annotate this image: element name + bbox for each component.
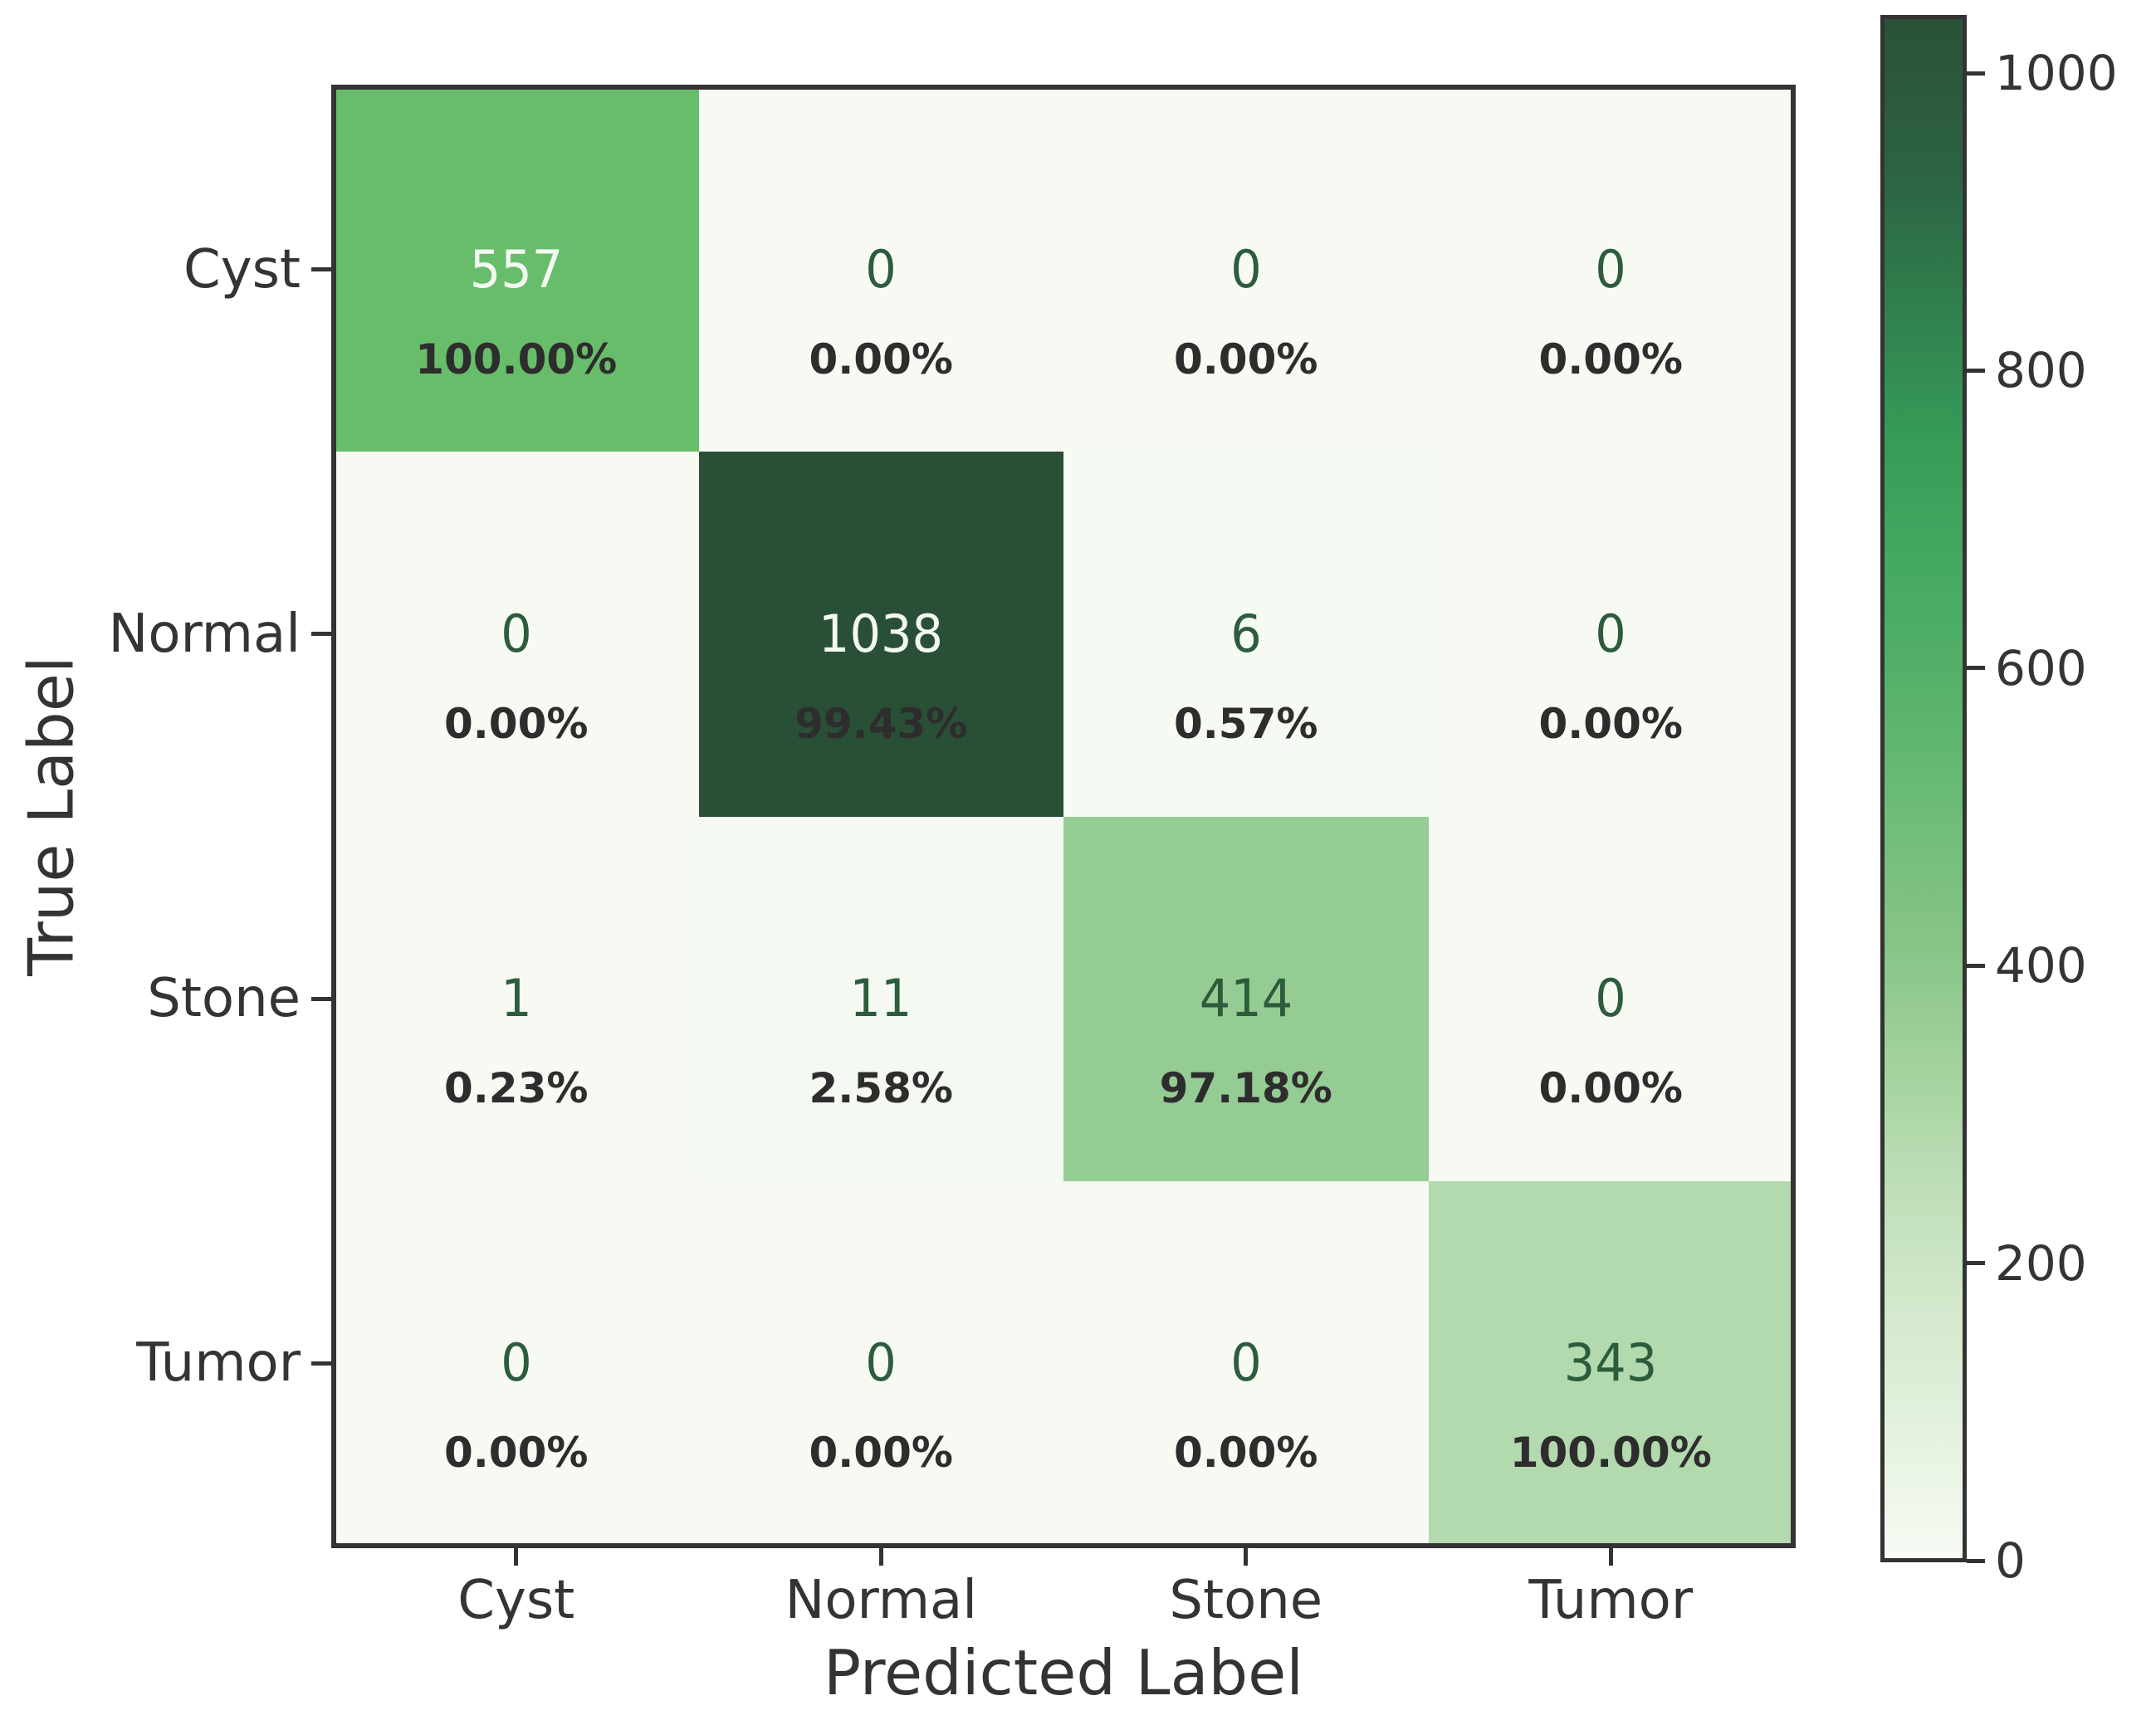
cell-count: 0 xyxy=(865,1332,897,1394)
colorbar-tick-mark xyxy=(1967,71,1985,76)
heatmap-cell: 6 0.57% xyxy=(1063,452,1429,817)
heatmap-cell: 1 0.23% xyxy=(334,816,699,1181)
cell-count: 0 xyxy=(1230,238,1262,300)
heatmap-cell: 0 0.00% xyxy=(1428,452,1793,817)
y-tick-mark xyxy=(311,267,331,272)
cell-percentage: 0.00% xyxy=(1538,1064,1683,1113)
colorbar-tick-mark xyxy=(1967,666,1985,671)
cell-percentage: 0.00% xyxy=(444,1429,589,1478)
x-tick-mark xyxy=(1244,1546,1249,1566)
cell-count: 1038 xyxy=(819,603,944,664)
x-tick-mark xyxy=(878,1546,883,1566)
cell-percentage: 99.43% xyxy=(794,699,968,748)
x-tick-mark xyxy=(1608,1546,1613,1566)
y-tick-label: Normal xyxy=(108,603,301,665)
cell-percentage: 0.57% xyxy=(1174,699,1318,748)
cell-percentage: 2.58% xyxy=(809,1064,953,1113)
cell-count: 0 xyxy=(1230,1332,1262,1394)
heatmap-grid: 557 100.00% 0 0.00% 0 0.00% 0 0.00% 0 0.00% 1038 99… xyxy=(334,87,1793,1546)
cell-count: 343 xyxy=(1564,1332,1658,1394)
colorbar-tick-mark xyxy=(1967,1261,1985,1266)
colorbar-tick-label: 600 xyxy=(1995,639,2087,696)
cell-percentage: 0.00% xyxy=(809,1429,953,1478)
colorbar-tick-mark xyxy=(1967,368,1985,373)
heatmap-cell: 343 100.00% xyxy=(1428,1180,1793,1546)
y-axis-title: True Label xyxy=(14,656,88,976)
colorbar-tick-label: 200 xyxy=(1995,1234,2087,1292)
cell-count: 0 xyxy=(1595,968,1626,1029)
cell-count: 11 xyxy=(849,968,912,1029)
cell-count: 557 xyxy=(469,238,563,300)
cell-percentage: 0.23% xyxy=(444,1064,589,1113)
heatmap-cell: 0 0.00% xyxy=(1428,87,1793,452)
x-tick-label: Stone xyxy=(1169,1570,1323,1631)
colorbar-tick-mark xyxy=(1967,1558,1985,1563)
heatmap-cell: 0 0.00% xyxy=(1428,816,1793,1181)
cell-count: 6 xyxy=(1230,603,1262,664)
cell-count: 0 xyxy=(1595,603,1626,664)
x-tick-label: Tumor xyxy=(1528,1570,1694,1631)
heatmap-cell: 0 0.00% xyxy=(1063,87,1429,452)
y-tick-mark xyxy=(311,1361,331,1366)
colorbar xyxy=(1880,15,1967,1562)
cell-count: 1 xyxy=(501,968,532,1029)
x-axis-title: Predicted Label xyxy=(823,1636,1304,1709)
heatmap-cell: 557 100.00% xyxy=(334,87,699,452)
heatmap-cell: 0 0.00% xyxy=(1063,1180,1429,1546)
heatmap-plot-area: 557 100.00% 0 0.00% 0 0.00% 0 0.00% 0 0.00% 1038 99… xyxy=(331,85,1796,1548)
colorbar-gradient xyxy=(1885,19,1963,1558)
cell-count: 0 xyxy=(1595,238,1626,300)
cell-percentage: 0.00% xyxy=(444,699,589,748)
colorbar-tick-label: 400 xyxy=(1995,937,2087,994)
cell-percentage: 100.00% xyxy=(1509,1429,1712,1478)
heatmap-cell: 11 2.58% xyxy=(698,816,1063,1181)
colorbar-tick-label: 800 xyxy=(1995,342,2087,399)
cell-percentage: 0.00% xyxy=(1538,699,1683,748)
cell-count: 0 xyxy=(501,603,532,664)
y-tick-label: Cyst xyxy=(183,238,301,301)
cell-count: 414 xyxy=(1199,968,1293,1029)
y-tick-label: Stone xyxy=(147,968,301,1030)
colorbar-tick-label: 0 xyxy=(1995,1532,2026,1589)
heatmap-cell: 414 97.18% xyxy=(1063,816,1429,1181)
cell-percentage: 0.00% xyxy=(1174,1429,1318,1478)
cell-count: 0 xyxy=(501,1332,532,1394)
cell-percentage: 0.00% xyxy=(1174,335,1318,384)
x-tick-label: Cyst xyxy=(457,1570,575,1631)
cell-percentage: 100.00% xyxy=(415,335,618,384)
cell-count: 0 xyxy=(865,238,897,300)
cell-percentage: 97.18% xyxy=(1159,1064,1332,1113)
heatmap-cell: 1038 99.43% xyxy=(698,452,1063,817)
heatmap-cell: 0 0.00% xyxy=(698,1180,1063,1546)
y-tick-mark xyxy=(311,996,331,1001)
cell-percentage: 0.00% xyxy=(1538,335,1683,384)
heatmap-cell: 0 0.00% xyxy=(334,1180,699,1546)
x-tick-label: Normal xyxy=(785,1570,978,1631)
cell-percentage: 0.00% xyxy=(809,335,953,384)
colorbar-tick-mark xyxy=(1967,963,1985,968)
x-tick-mark xyxy=(514,1546,519,1566)
y-tick-mark xyxy=(311,632,331,637)
y-tick-label: Tumor xyxy=(136,1332,301,1395)
colorbar-tick-label: 1000 xyxy=(1995,45,2118,102)
heatmap-cell: 0 0.00% xyxy=(334,452,699,817)
heatmap-cell: 0 0.00% xyxy=(698,87,1063,452)
